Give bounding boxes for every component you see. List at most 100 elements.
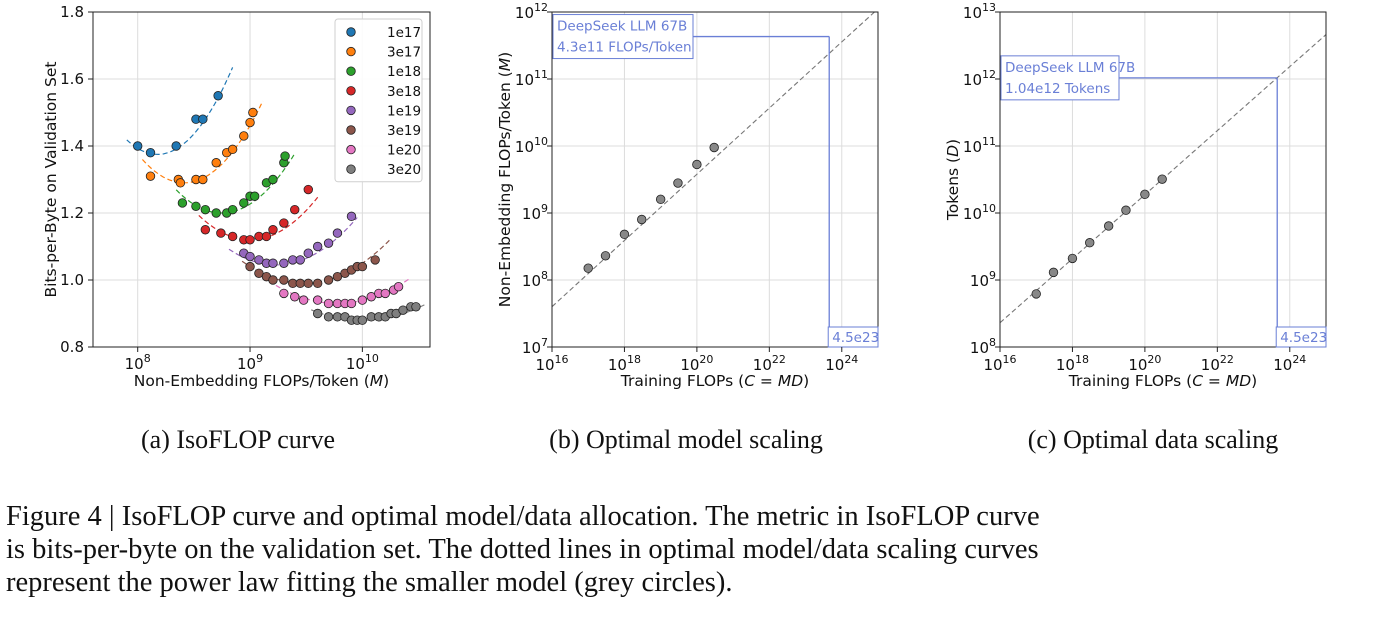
data-point bbox=[583, 263, 593, 273]
data-point bbox=[1048, 267, 1059, 278]
data-point-1e18 bbox=[200, 204, 211, 215]
data-point bbox=[600, 251, 611, 261]
data-point-3e18 bbox=[268, 225, 278, 235]
data-point-3e17 bbox=[227, 144, 238, 155]
subcaption-c: (c) Optimal data scaling bbox=[1028, 425, 1279, 454]
data-point-1e20 bbox=[357, 295, 368, 305]
annotation-box bbox=[1000, 55, 1120, 101]
legend-label: 3e18 bbox=[387, 84, 421, 100]
chart-optimal-data-scaling: DeepSeek LLM 67B 1.04e12 Tokens 4.5e23 1016… bbox=[944, 1, 1327, 390]
data-point-3e19 bbox=[268, 275, 278, 285]
data-point-3e18 bbox=[303, 184, 313, 195]
x-axis-label: Non-Embedding FLOPs/Token (M) bbox=[134, 372, 389, 390]
data-point-1e17 bbox=[171, 141, 181, 151]
x-tick-label: 1024 bbox=[825, 353, 858, 374]
data-point-3e18 bbox=[200, 225, 211, 235]
plot-frame bbox=[551, 11, 879, 348]
x-tick-label: 1022 bbox=[753, 353, 786, 374]
x-tick-label: 1018 bbox=[608, 353, 641, 374]
data-point-3e18 bbox=[290, 204, 300, 215]
data-point-1e17 bbox=[145, 147, 156, 158]
data-point-3e17 bbox=[198, 174, 208, 185]
legend-label: 3e20 bbox=[387, 162, 421, 178]
data-point-3e19 bbox=[295, 278, 305, 289]
data-point-1e20 bbox=[312, 295, 323, 305]
data-point-1e19 bbox=[332, 228, 343, 238]
x-tick-label: 1016 bbox=[983, 353, 1016, 374]
legend-marker-1e17 bbox=[346, 27, 356, 37]
data-point-1e18 bbox=[280, 151, 290, 161]
legend-label: 3e17 bbox=[387, 45, 421, 61]
data-point-1e19 bbox=[303, 248, 313, 258]
y-tick-label: 109 bbox=[522, 202, 548, 223]
data-point-1e19 bbox=[295, 255, 305, 265]
data-point-1e20 bbox=[323, 298, 334, 309]
data-point-3e17 bbox=[245, 117, 255, 128]
x-tick-label: 1020 bbox=[1128, 353, 1161, 374]
x-tick-label: 109 bbox=[237, 352, 263, 373]
legend-label: 1e18 bbox=[387, 64, 421, 80]
subcaption-b: (b) Optimal model scaling bbox=[549, 425, 823, 454]
annotation-value: 4.3e11 FLOPs/Token bbox=[557, 40, 692, 56]
data-point-3e18 bbox=[261, 231, 272, 242]
legend-marker-1e20 bbox=[346, 144, 356, 155]
y-tick-label: 109 bbox=[970, 269, 996, 290]
legend-label: 1e19 bbox=[387, 103, 421, 119]
y-tick-label: 107 bbox=[522, 336, 548, 357]
data-point-1e20 bbox=[290, 292, 300, 302]
legend-marker-3e17 bbox=[346, 46, 356, 57]
annotation-x-box bbox=[827, 326, 879, 348]
data-point bbox=[692, 159, 702, 170]
legend-marker-3e18 bbox=[346, 86, 356, 96]
data-point-1e20 bbox=[393, 282, 404, 292]
plot-frame bbox=[92, 11, 431, 348]
data-point-3e19 bbox=[312, 278, 323, 289]
data-point-1e17 bbox=[198, 114, 208, 124]
legend-label: 1e17 bbox=[387, 25, 421, 41]
y-tick-label: 108 bbox=[970, 336, 996, 357]
data-point-1e20 bbox=[279, 288, 289, 299]
data-point-3e17 bbox=[239, 131, 249, 141]
data-point-1e18 bbox=[239, 198, 249, 208]
data-point-1e19 bbox=[268, 258, 278, 268]
data-point-3e19 bbox=[357, 261, 368, 272]
data-point bbox=[1085, 238, 1095, 248]
data-point-3e17 bbox=[145, 171, 156, 181]
legend-box bbox=[334, 18, 423, 183]
annotation-model-name: DeepSeek LLM 67B bbox=[1005, 60, 1135, 76]
data-point-3e17 bbox=[211, 158, 221, 168]
y-tick-label: 1013 bbox=[963, 1, 996, 22]
data-point bbox=[1031, 289, 1041, 299]
data-point-1e19 bbox=[346, 211, 357, 222]
data-point-1e19 bbox=[279, 258, 289, 268]
y-tick-label: 0.8 bbox=[60, 338, 84, 356]
legend-label: 3e19 bbox=[387, 123, 421, 139]
annotation-box bbox=[552, 14, 694, 60]
y-tick-label: 1.6 bbox=[60, 70, 84, 88]
data-point-1e18 bbox=[268, 174, 278, 185]
data-point bbox=[619, 229, 630, 240]
caption-line: Figure 4 | IsoFLOP curve and optimal mod… bbox=[6, 501, 1040, 532]
data-point-3e18 bbox=[279, 218, 289, 228]
caption-line: represent the power law fitting the smal… bbox=[6, 567, 733, 598]
data-point-1e17 bbox=[133, 141, 143, 151]
legend-marker-3e20 bbox=[346, 164, 356, 174]
y-tick-label: 1.0 bbox=[60, 271, 84, 289]
fit-curve-3e17 bbox=[141, 100, 264, 184]
chart-isoflop-curve: 108 109 1010 0.8 1.0 1.2 1.4 1.6 1.8 1e17 3e17 1e18… bbox=[42, 3, 431, 390]
y-tick-label: 1.8 bbox=[60, 3, 84, 21]
x-tick-label: 1024 bbox=[1273, 353, 1306, 374]
y-tick-label: 1.2 bbox=[60, 204, 84, 222]
annotation-value: 1.04e12 Tokens bbox=[1005, 81, 1110, 97]
data-point-1e18 bbox=[227, 204, 238, 215]
x-tick-label: 1018 bbox=[1056, 353, 1089, 374]
data-point bbox=[1157, 174, 1167, 184]
data-point bbox=[709, 142, 719, 153]
data-point-3e19 bbox=[245, 261, 255, 272]
data-point-3e20 bbox=[398, 305, 408, 315]
y-axis-label: Non-Embedding FLOPs/Token (M) bbox=[496, 52, 514, 307]
data-point-1e19 bbox=[312, 241, 323, 252]
legend-marker-1e19 bbox=[346, 105, 356, 116]
annotation-x-box bbox=[1275, 326, 1327, 348]
